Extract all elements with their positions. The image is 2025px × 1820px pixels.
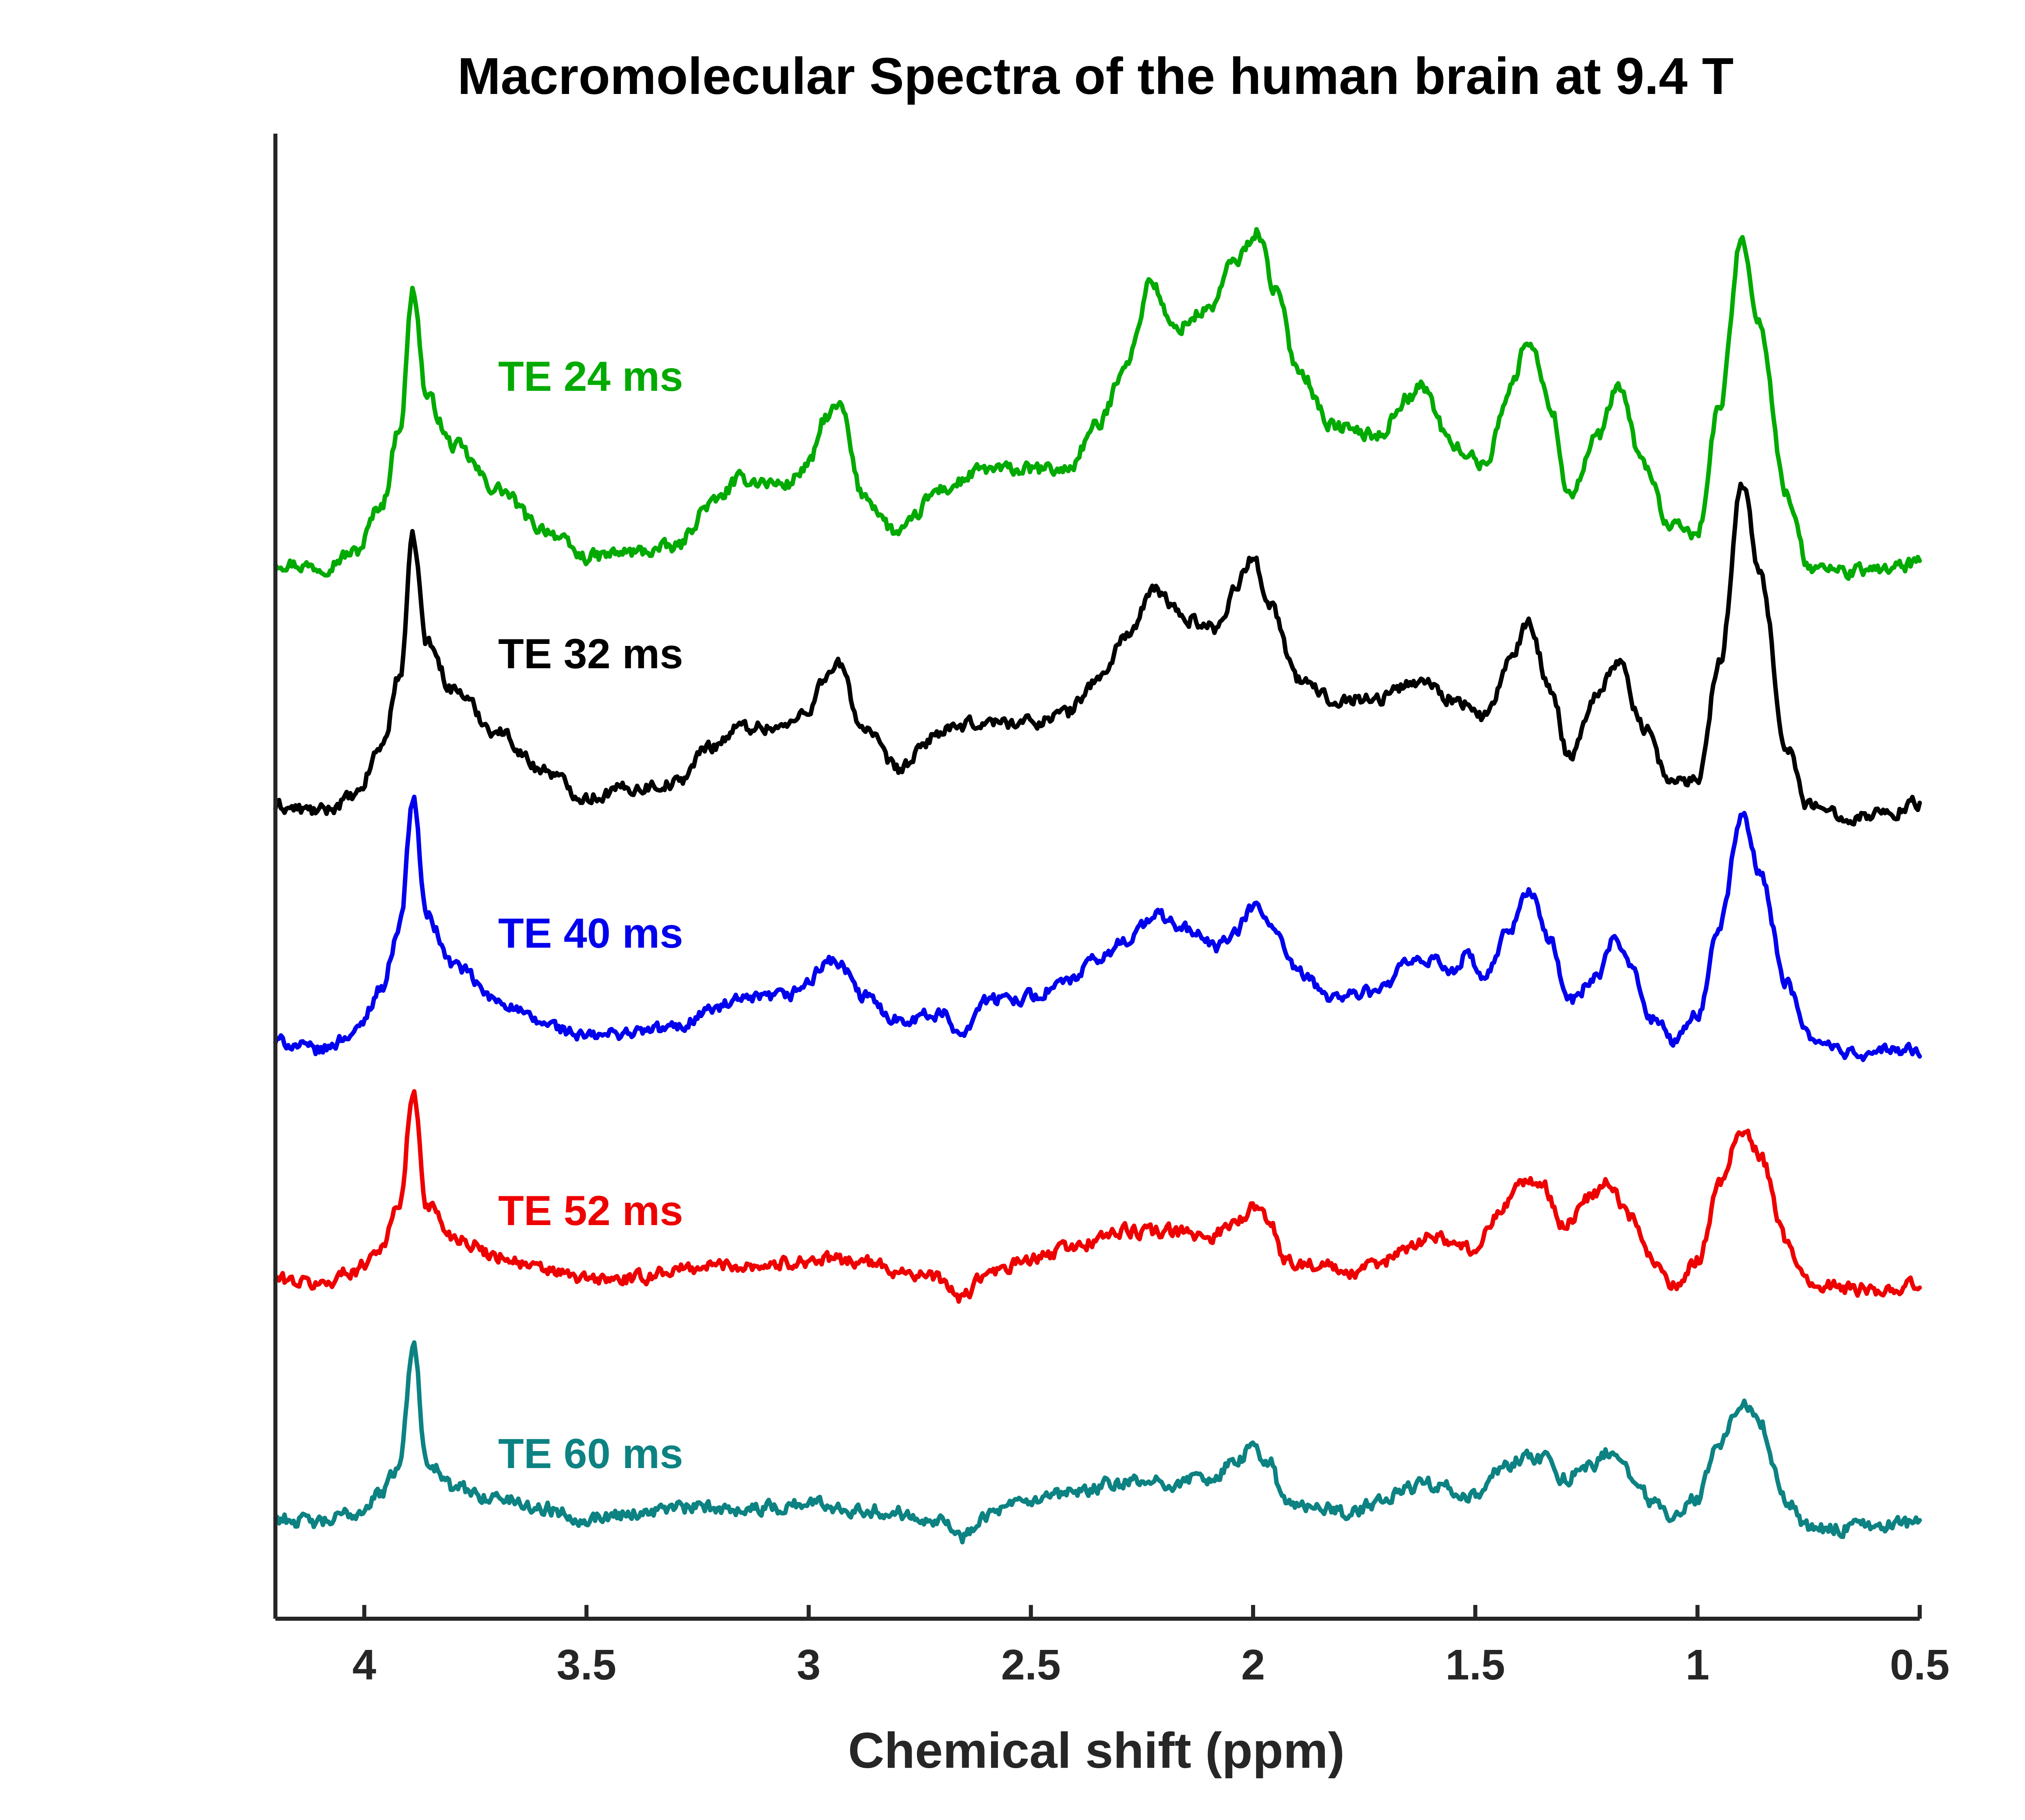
x-tick-label: 3.5 [556,1641,616,1689]
series-label-2: TE 32 ms [498,631,683,678]
series-label-5: TE 60 ms [498,1430,683,1477]
x-tick-label: 3 [797,1641,821,1689]
series-group [273,227,1922,1545]
x-tick-label: 2.5 [1001,1641,1061,1689]
series-label-4: TE 52 ms [498,1187,683,1234]
x-axis-ticks: 4 3.5 3 2.5 2 1.5 1 0.5 [352,1605,1950,1689]
x-tick-label: 0.5 [1890,1641,1949,1689]
series-label-3: TE 40 ms [498,910,683,957]
series-labels: TE 24 ms TE 32 ms TE 40 ms TE 52 ms TE 60 ms [498,353,683,1477]
x-tick-label: 1 [1686,1641,1710,1689]
series-label-1: TE 24 ms [498,353,683,400]
x-axis-label: Chemical shift (ppm) [848,1723,1345,1779]
chart-title: Macromolecular Spectra of the human brai… [458,47,1734,105]
x-tick-label: 2 [1241,1641,1265,1689]
series-line-2 [273,482,1922,827]
x-tick-label: 4 [352,1641,376,1689]
series-line-1 [273,227,1922,581]
series-line-4 [273,1089,1922,1304]
x-tick-label: 1.5 [1445,1641,1505,1689]
series-line-5 [273,1340,1922,1545]
series-line-3 [273,795,1922,1062]
